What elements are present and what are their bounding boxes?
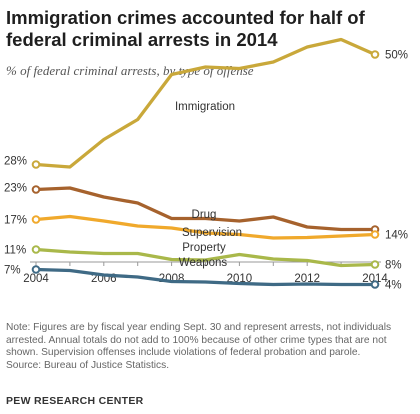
end-value-label: 50% <box>385 50 408 62</box>
series-line-property <box>34 247 377 268</box>
chart-note: Note: Figures are by fiscal year ending … <box>6 322 414 372</box>
series-name-label: Immigration <box>175 101 235 113</box>
x-tick-label: 2012 <box>294 273 320 285</box>
end-value-label: 4% <box>385 280 402 292</box>
start-point <box>31 215 41 224</box>
series-line-weapons <box>34 267 377 287</box>
series-name-label: Property <box>182 242 226 254</box>
series-labels: 28% 50% Immigration 23% Drug 17% 14% Supervisio… <box>4 50 408 292</box>
x-tick-label: 2004 <box>23 273 49 285</box>
end-value-label: 8% <box>385 260 402 272</box>
series-line-immigration <box>34 37 377 169</box>
end-point <box>370 230 380 239</box>
start-value-label: 23% <box>4 183 27 195</box>
note-line: arrested. Annual totals do not add to 10… <box>6 334 387 346</box>
series-name-label: Drug <box>192 209 217 221</box>
chart-title: Immigration crimes accounted for half of… <box>6 7 365 50</box>
end-point <box>370 50 380 59</box>
start-point <box>31 185 41 194</box>
series-name-label: Supervision <box>182 227 242 239</box>
start-point <box>31 245 41 254</box>
end-point <box>370 280 380 289</box>
series-name-label: Weapons <box>179 257 228 269</box>
source-line: Source: Bureau of Justice Statistics. <box>6 359 170 371</box>
start-value-label: 28% <box>4 156 27 168</box>
start-value-label: 7% <box>4 265 21 277</box>
end-point <box>370 260 380 269</box>
start-point <box>31 265 41 274</box>
start-value-label: 11% <box>4 245 26 257</box>
series-line-supervision <box>34 214 377 240</box>
end-value-label: 14% <box>385 230 408 242</box>
chart-subtitle: % of federal criminal arrests, by type o… <box>6 63 254 78</box>
note-line: Note: Figures are by fiscal year ending … <box>6 322 392 333</box>
note-line: shown. Supervision offenses include viol… <box>6 347 361 359</box>
start-value-label: 17% <box>4 215 27 227</box>
x-tick-label: 2014 <box>362 273 388 285</box>
series-line-drug <box>34 186 377 232</box>
series-lines <box>31 37 380 289</box>
start-point <box>31 160 41 169</box>
organization-credit: PEW RESEARCH CENTER <box>6 395 144 407</box>
